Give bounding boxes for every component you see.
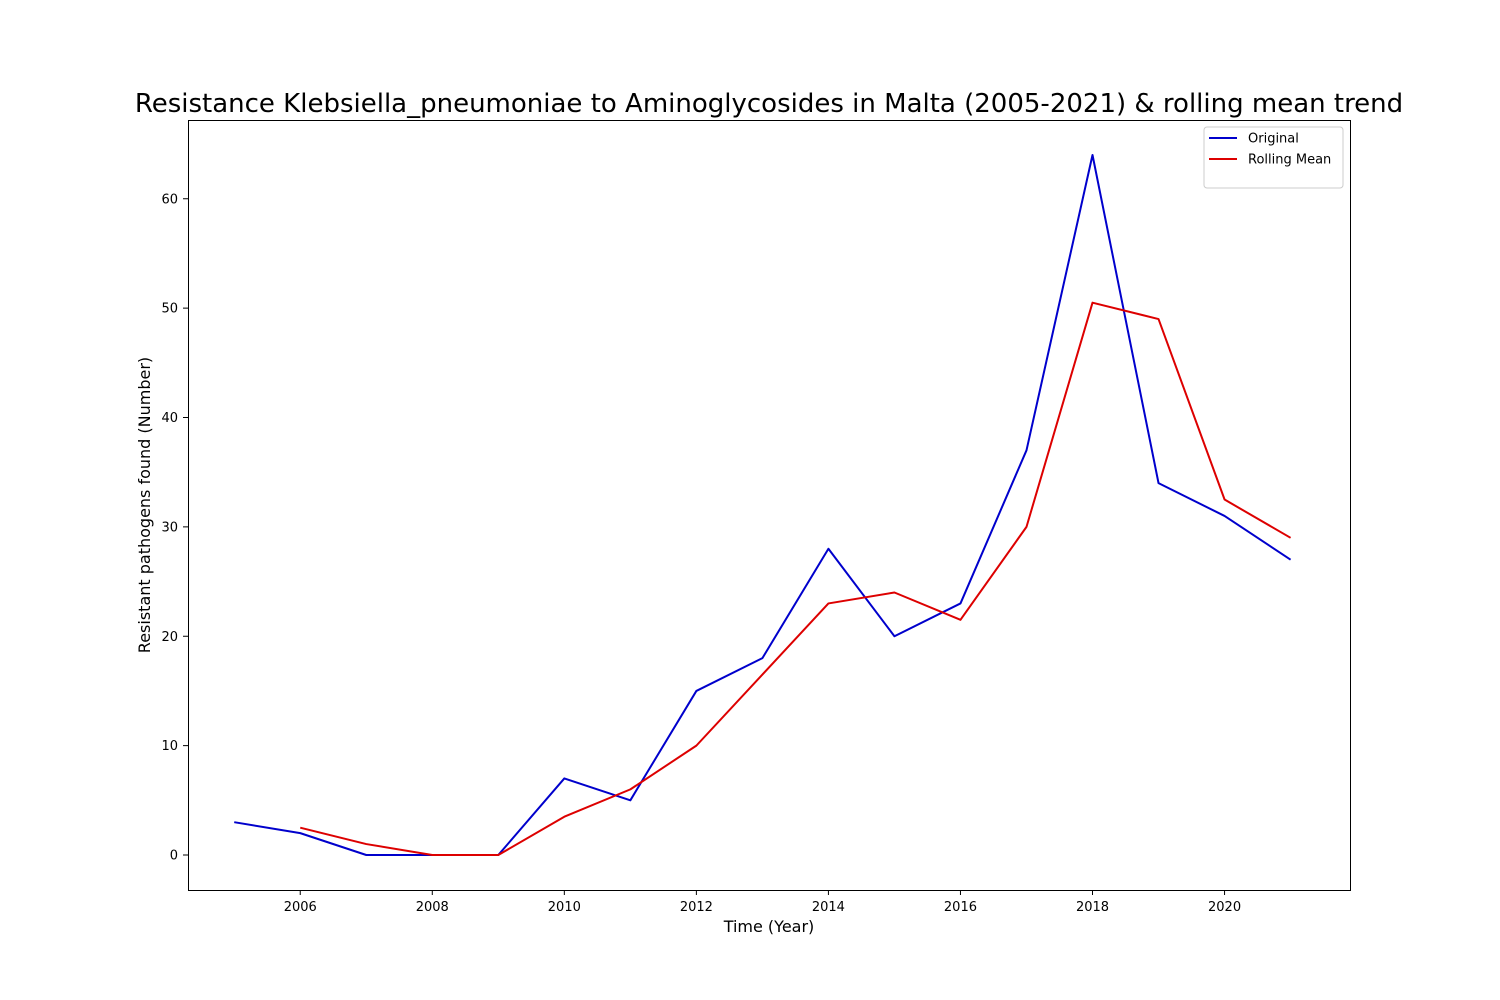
x-axis-ticks: 2006 2008 2010 2012 2014 2016 2018 2020	[284, 890, 1241, 915]
y-tick-label: 60	[161, 192, 178, 207]
chart-title: Resistance Klebsiella_pneumoniae to Amin…	[135, 89, 1403, 119]
series-line-original	[234, 154, 1292, 856]
y-axis-ticks: 0 10 20 30 40 50 60	[161, 192, 188, 864]
series-line-rolling-mean	[299, 301, 1292, 856]
x-tick-label: 2014	[812, 900, 845, 915]
y-tick-label: 10	[161, 739, 178, 754]
x-tick-label: 2012	[680, 900, 713, 915]
x-tick-label: 2020	[1208, 900, 1241, 915]
y-tick-label: 20	[161, 630, 178, 645]
x-tick-label: 2008	[416, 900, 449, 915]
y-tick-label: 0	[170, 849, 178, 864]
legend-label: Rolling Mean	[1248, 153, 1331, 168]
y-tick-label: 50	[161, 302, 178, 317]
legend-box	[1203, 126, 1344, 189]
plot-area	[234, 154, 1292, 856]
x-axis-label: Time (Year)	[723, 917, 815, 936]
x-tick-label: 2018	[1076, 900, 1109, 915]
plot-frame	[188, 120, 1351, 891]
y-axis-label: Resistant pathogens found (Number)	[135, 357, 154, 653]
x-tick-label: 2006	[284, 900, 317, 915]
legend-label: Original	[1248, 132, 1299, 147]
legend: Original Rolling Mean	[1203, 126, 1344, 189]
x-tick-label: 2016	[944, 900, 977, 915]
x-tick-label: 2010	[548, 900, 581, 915]
y-tick-label: 40	[161, 411, 178, 426]
y-tick-label: 30	[161, 520, 178, 535]
